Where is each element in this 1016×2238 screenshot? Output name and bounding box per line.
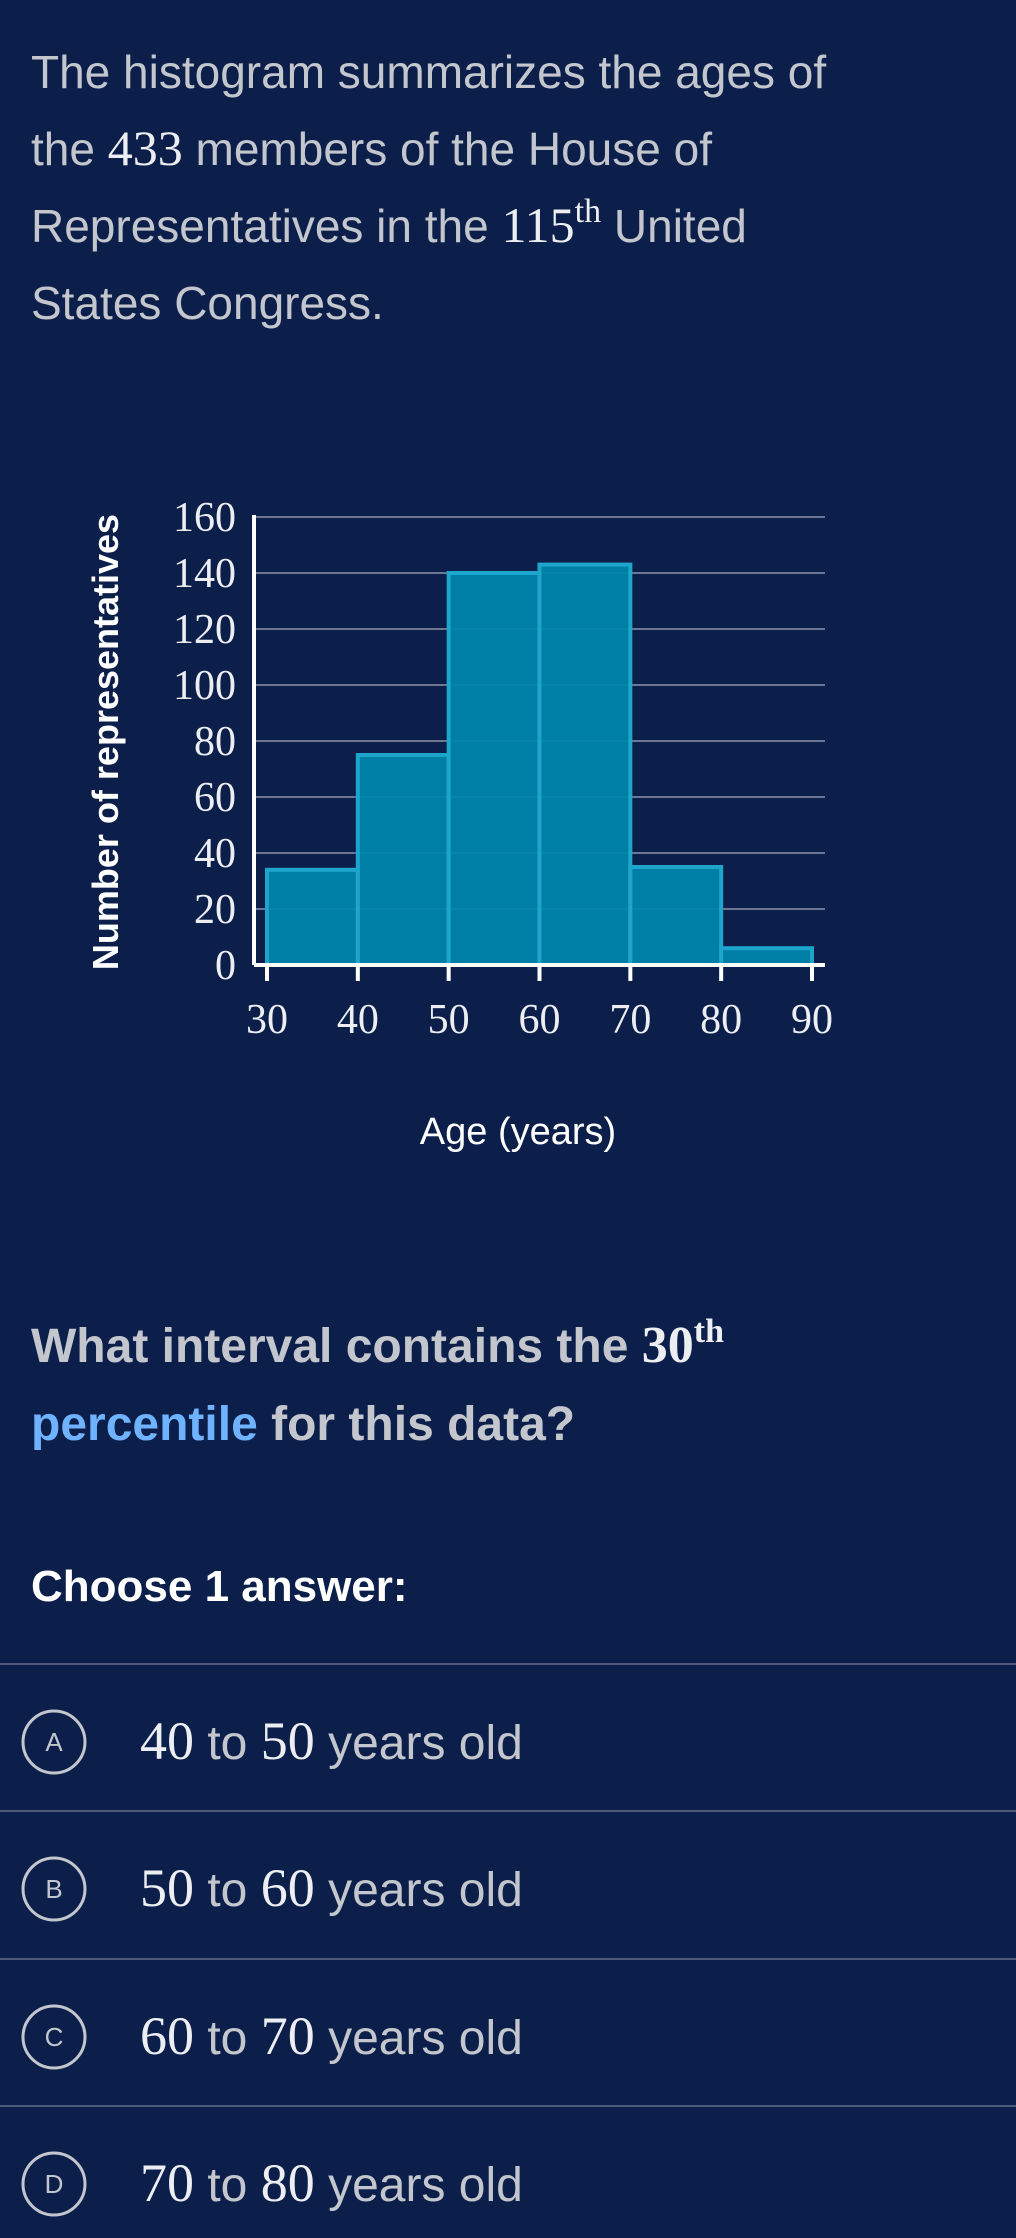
text: United — [601, 200, 747, 252]
choice-radio[interactable] — [21, 2151, 87, 2217]
space — [258, 1398, 271, 1451]
text-line: What interval contains the 30th — [31, 1313, 724, 1374]
space — [95, 123, 108, 175]
bar — [719, 946, 815, 968]
text: years old — [328, 1864, 523, 1917]
superscript: th — [694, 1313, 724, 1350]
y-tick-label: 120 — [173, 607, 236, 653]
histogram: 0 20 40 60 80 100 120 140 160 30 40 50 60 70 80 90 Age (… — [85, 495, 833, 1153]
space — [247, 1717, 260, 1770]
choice-text: 70 to 80 years old — [140, 2153, 523, 2213]
choice-text: 40 to 50 years old — [140, 1711, 523, 1771]
math: 50 — [261, 1711, 315, 1771]
text-line: percentile for this data? — [31, 1398, 575, 1451]
choice-text: 60 to 70 years old — [140, 2006, 523, 2066]
text: to — [207, 1717, 247, 1770]
math: 40 — [140, 1711, 194, 1771]
text: years old — [328, 2012, 523, 2065]
link-term: percentile — [31, 1398, 258, 1451]
y-tick-label: 0 — [215, 943, 236, 989]
space — [489, 200, 502, 252]
choice-letter: D — [45, 2169, 64, 2199]
choice-radio[interactable] — [21, 1856, 87, 1922]
space — [247, 2159, 260, 2212]
prompt: Choose 1 answer: — [31, 1562, 408, 1611]
bar — [628, 865, 724, 967]
space — [315, 1717, 328, 1770]
text: years old — [328, 2159, 523, 2212]
text: the — [31, 123, 95, 175]
y-tick-label: 40 — [194, 831, 236, 877]
bar — [446, 571, 542, 967]
space — [247, 1864, 260, 1917]
x-tick-label: 80 — [700, 997, 742, 1043]
math: 70 — [140, 2153, 194, 2213]
text: members of the House of — [196, 123, 713, 175]
choice-letter: B — [45, 1874, 62, 1904]
space — [315, 2012, 328, 2065]
bar — [355, 753, 451, 967]
math: 433 — [108, 120, 183, 176]
text: Representatives in the — [31, 200, 489, 252]
choice-radio[interactable] — [21, 2004, 87, 2070]
y-tick-label: 160 — [173, 495, 236, 541]
y-axis-label: Number of representatives — [85, 514, 126, 970]
answer-choice[interactable]: B 50 to 60 years old — [0, 1812, 1016, 1958]
space — [194, 1717, 207, 1770]
y-tick-label: 100 — [173, 663, 236, 709]
text: to — [207, 2012, 247, 2065]
y-tick-label: 20 — [194, 887, 236, 933]
bar — [537, 562, 633, 967]
text: to — [207, 2159, 247, 2212]
text: years old — [328, 1717, 523, 1770]
math: 50 — [140, 1858, 194, 1918]
space — [247, 2012, 260, 2065]
space — [628, 1320, 641, 1373]
x-tick-label: 50 — [428, 997, 470, 1043]
text: for this data? — [271, 1398, 575, 1451]
superscript: th — [575, 193, 601, 230]
math: 30 — [642, 1317, 694, 1374]
x-tick-label: 90 — [791, 997, 833, 1043]
math: 70 — [261, 2006, 315, 2066]
text-line: States Congress. — [31, 277, 384, 329]
x-tick-label: 30 — [246, 997, 288, 1043]
space — [315, 1864, 328, 1917]
y-tick-label: 140 — [173, 551, 236, 597]
text-line: The histogram summarizes the ages of — [31, 46, 826, 98]
text: The histogram summarizes the ages of — [31, 46, 826, 98]
y-tick-label: 80 — [194, 719, 236, 765]
space — [315, 2159, 328, 2212]
text: States Congress. — [31, 277, 384, 329]
text: What interval contains the — [31, 1320, 628, 1373]
choice-letter: C — [45, 2022, 64, 2052]
math: 80 — [261, 2153, 315, 2213]
x-tick-label: 60 — [519, 997, 561, 1043]
math: 115 — [502, 197, 575, 253]
y-tick-label: 60 — [194, 775, 236, 821]
text-line: Representatives in the 115th United — [31, 193, 747, 253]
space — [194, 2012, 207, 2065]
choice-radio[interactable] — [21, 1709, 87, 1775]
answer-choice[interactable]: A 40 to 50 years old — [0, 1665, 1016, 1811]
x-tick-label: 40 — [337, 997, 379, 1043]
bar — [265, 867, 360, 967]
choice-text: 50 to 60 years old — [140, 1858, 523, 1918]
choice-letter: A — [45, 1727, 63, 1757]
math: 60 — [140, 2006, 194, 2066]
answer-choice[interactable]: C 60 to 70 years old — [0, 1960, 1016, 2106]
space — [194, 2159, 207, 2212]
text: to — [207, 1864, 247, 1917]
x-tick-label: 70 — [609, 997, 651, 1043]
space — [183, 123, 196, 175]
space — [194, 1864, 207, 1917]
math: 60 — [261, 1858, 315, 1918]
x-axis-label: Age (years) — [420, 1111, 616, 1153]
answer-choice[interactable]: D 70 to 80 years old — [0, 2107, 1016, 2238]
text-line: the 433 members of the House of — [31, 120, 712, 176]
